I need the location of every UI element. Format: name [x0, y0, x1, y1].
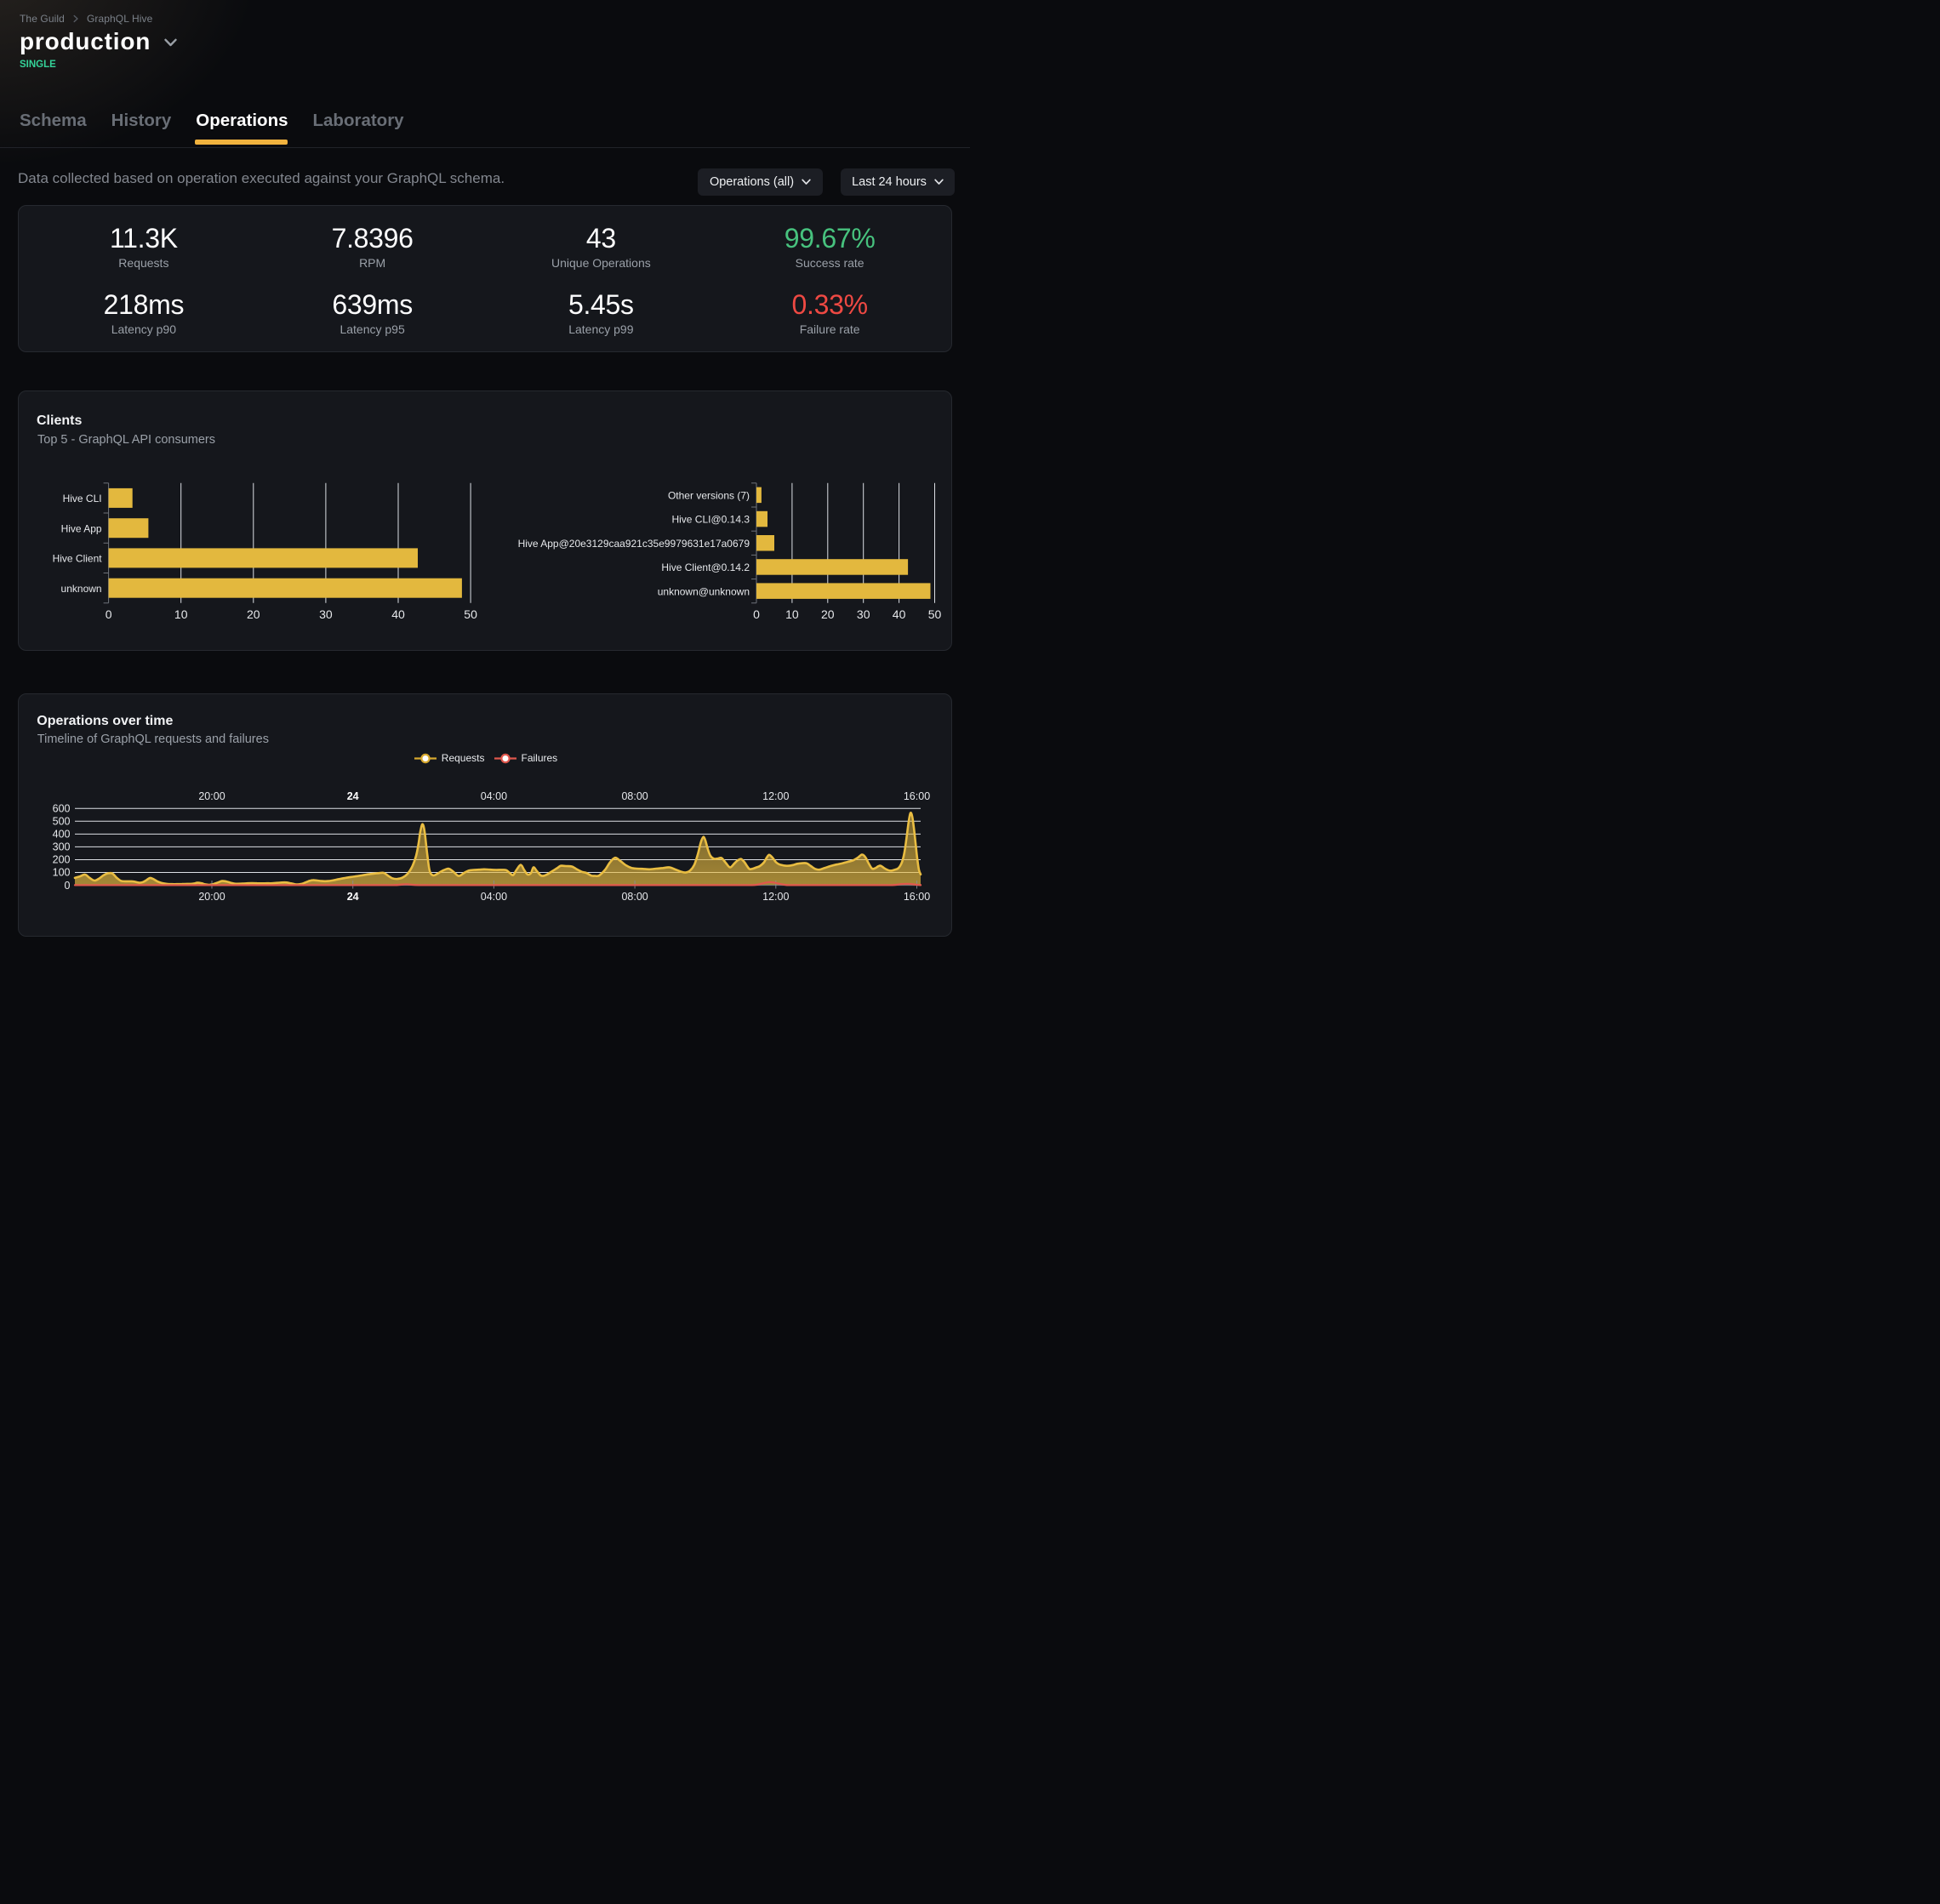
- svg-text:40: 40: [391, 607, 405, 621]
- svg-text:08:00: 08:00: [621, 891, 648, 903]
- svg-text:40: 40: [893, 607, 906, 621]
- svg-text:0: 0: [753, 607, 760, 621]
- svg-text:Hive App@20e3129caa921c35e9979: Hive App@20e3129caa921c35e9979631e17a067…: [518, 538, 750, 550]
- svg-text:Hive Client@0.14.2: Hive Client@0.14.2: [661, 562, 750, 573]
- svg-text:30: 30: [857, 607, 870, 621]
- svg-text:Hive App: Hive App: [61, 522, 102, 534]
- svg-text:600: 600: [53, 803, 71, 815]
- svg-text:30: 30: [319, 607, 333, 621]
- svg-text:0: 0: [106, 607, 112, 621]
- svg-text:08:00: 08:00: [621, 790, 648, 802]
- svg-text:400: 400: [53, 829, 71, 841]
- svg-text:50: 50: [464, 607, 477, 621]
- svg-text:300: 300: [53, 841, 71, 853]
- svg-text:0: 0: [65, 880, 71, 892]
- svg-text:200: 200: [53, 854, 71, 866]
- svg-text:20: 20: [247, 607, 260, 621]
- svg-text:100: 100: [53, 867, 71, 879]
- svg-text:04:00: 04:00: [481, 790, 507, 802]
- svg-text:16:00: 16:00: [904, 790, 930, 802]
- svg-text:20:00: 20:00: [198, 891, 225, 903]
- svg-text:500: 500: [53, 816, 71, 828]
- svg-text:20:00: 20:00: [198, 790, 225, 802]
- svg-text:10: 10: [785, 607, 799, 621]
- svg-text:20: 20: [821, 607, 835, 621]
- svg-text:24: 24: [347, 790, 359, 802]
- svg-text:Hive CLI: Hive CLI: [63, 493, 102, 505]
- svg-text:Other versions (7): Other versions (7): [668, 490, 750, 502]
- svg-text:Hive Client: Hive Client: [53, 553, 103, 565]
- svg-text:12:00: 12:00: [762, 790, 789, 802]
- svg-text:unknown@unknown: unknown@unknown: [658, 585, 750, 597]
- svg-text:Hive CLI@0.14.3: Hive CLI@0.14.3: [671, 514, 750, 526]
- svg-text:unknown: unknown: [61, 583, 102, 595]
- svg-text:24: 24: [347, 891, 359, 903]
- svg-text:10: 10: [174, 607, 188, 621]
- svg-text:12:00: 12:00: [762, 891, 789, 903]
- svg-text:04:00: 04:00: [481, 891, 507, 903]
- svg-text:50: 50: [928, 607, 942, 621]
- svg-text:16:00: 16:00: [904, 891, 930, 903]
